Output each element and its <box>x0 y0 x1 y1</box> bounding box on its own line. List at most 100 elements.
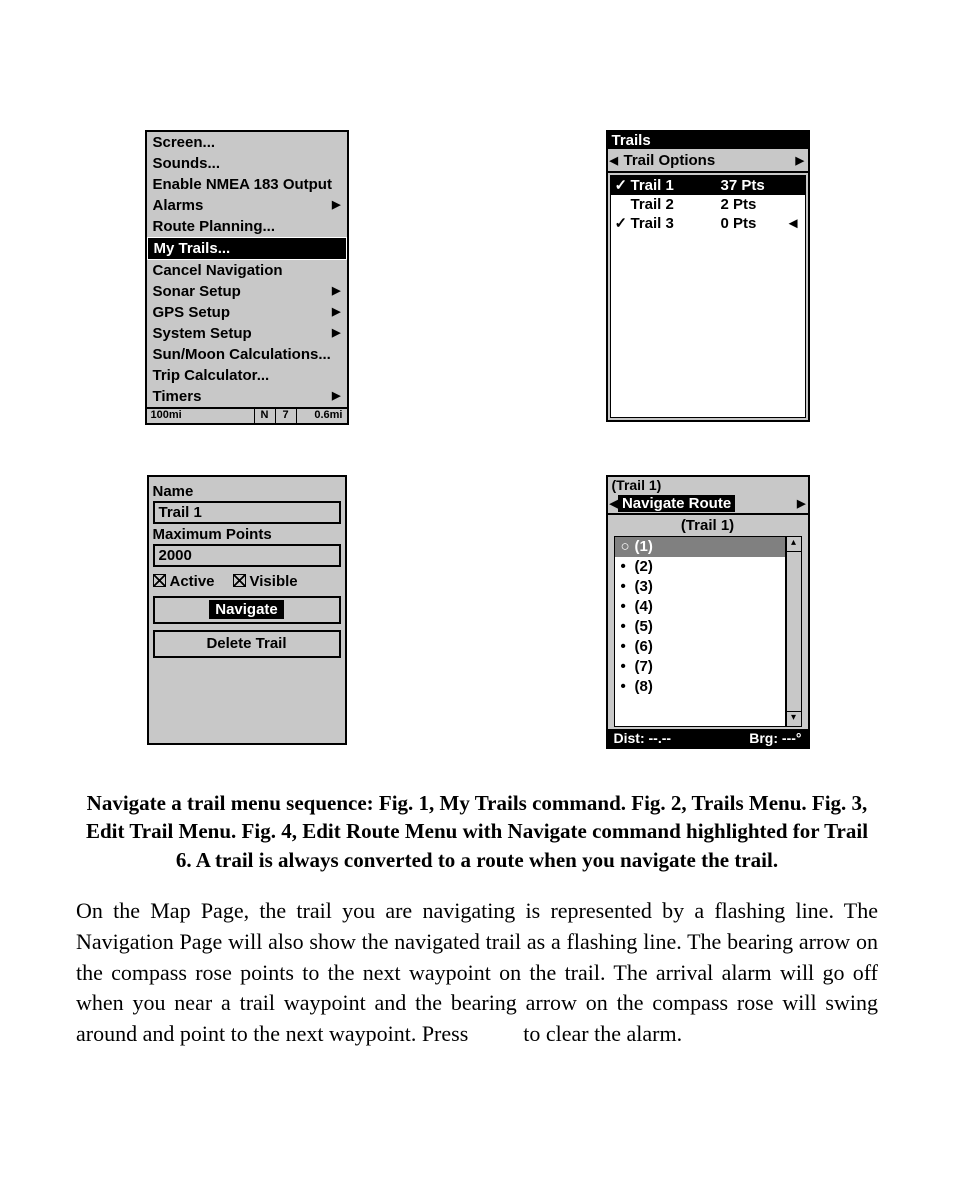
menu-item[interactable]: Sounds... <box>147 153 347 174</box>
name-field[interactable]: Trail 1 <box>153 501 341 524</box>
waypoint-number: (1) <box>635 538 653 555</box>
trail-name: Trail 2 <box>631 195 721 214</box>
body-paragraph: On the Map Page, the trail you are navig… <box>76 896 878 1050</box>
delete-trail-button[interactable]: Delete Trail <box>153 630 341 658</box>
right-arrow-icon[interactable]: ▶ <box>797 497 805 510</box>
check-icon <box>615 195 631 214</box>
trail-pts: 0 Pts <box>721 214 781 233</box>
menu-item[interactable]: Timers▶ <box>147 386 347 407</box>
visible-checkbox[interactable]: Visible <box>233 573 298 590</box>
menu-item-label: Trip Calculator... <box>153 366 270 385</box>
waypoint-row[interactable]: •(8) <box>615 677 785 697</box>
dist-readout: Dist: --.-- <box>614 730 672 746</box>
menu-item[interactable]: Sun/Moon Calculations... <box>147 344 347 365</box>
waypoint-dot-icon: • <box>621 577 635 597</box>
submenu-arrow-icon: ▶ <box>332 303 340 322</box>
menu-item[interactable]: Alarms ▶ <box>147 195 347 216</box>
navigate-route-label: Navigate Route <box>618 495 735 512</box>
menu-item[interactable]: Sonar Setup ▶ <box>147 281 347 302</box>
route-subtitle: (Trail 1) <box>608 515 808 536</box>
menu-item-label: Sounds... <box>153 154 221 173</box>
waypoint-row[interactable]: •(7) <box>615 657 785 677</box>
trail-options-bar[interactable]: ◀ Trail Options ▶ <box>608 149 808 173</box>
fig4-navigate-route: (Trail 1) ◀ Navigate Route ▶ (Trail 1) ○… <box>606 475 810 749</box>
menu-item-label: Sun/Moon Calculations... <box>153 345 331 364</box>
check-icon: ✓ <box>615 214 631 233</box>
trail-row[interactable]: ✓Trail 30 Pts◄ <box>611 214 805 233</box>
waypoint-list[interactable]: ○(1)•(2)•(3)•(4)•(5)•(6)•(7)•(8) <box>614 536 786 727</box>
waypoint-dot-icon: ○ <box>621 537 635 557</box>
fig4-title: (Trail 1) <box>608 477 808 493</box>
menu-item-label: GPS Setup <box>153 303 231 322</box>
waypoint-number: (4) <box>635 598 653 615</box>
menu-item[interactable]: GPS Setup ▶ <box>147 302 347 323</box>
name-label: Name <box>153 483 341 500</box>
scroll-up-icon[interactable]: ▴ <box>787 537 801 552</box>
waypoint-row[interactable]: •(2) <box>615 557 785 577</box>
trail-pts: 37 Pts <box>721 176 781 195</box>
scroll-down-icon[interactable]: ▾ <box>787 711 801 726</box>
left-arrow-icon[interactable]: ◀ <box>610 154 620 167</box>
menu-item-label: Cancel Navigation <box>153 261 283 280</box>
menu-item[interactable]: System Setup ▶ <box>147 323 347 344</box>
waypoint-row[interactable]: •(6) <box>615 637 785 657</box>
scroll-track[interactable] <box>787 552 801 711</box>
menu-item[interactable]: Screen... <box>147 132 347 153</box>
menu-item-label: System Setup <box>153 324 252 343</box>
fig1-status-bar: 100mi N 7 0.6mi <box>147 407 347 423</box>
menu-item[interactable]: Route Planning... <box>147 216 347 237</box>
submenu-arrow-icon: ▶ <box>332 282 340 301</box>
waypoint-row[interactable]: •(5) <box>615 617 785 637</box>
waypoint-number: (5) <box>635 618 653 635</box>
max-points-field[interactable]: 2000 <box>153 544 341 567</box>
left-arrow-icon[interactable]: ◀ <box>610 497 618 510</box>
waypoint-number: (7) <box>635 658 653 675</box>
menu-item[interactable]: My Trails... <box>147 237 347 260</box>
waypoint-row[interactable]: ○(1) <box>615 537 785 557</box>
trail-name: Trail 1 <box>631 176 721 195</box>
cursor-arrow-icon <box>781 195 801 214</box>
menu-item-label: Screen... <box>153 133 216 152</box>
menu-item-label: Enable NMEA 183 Output <box>153 175 332 194</box>
waypoint-dot-icon: • <box>621 597 635 617</box>
figure-caption: Navigate a trail menu sequence: Fig. 1, … <box>76 789 878 874</box>
waypoint-row[interactable]: •(3) <box>615 577 785 597</box>
navigate-button[interactable]: Navigate <box>153 596 341 624</box>
cursor-arrow-icon: ◄ <box>781 214 801 233</box>
submenu-arrow-icon: ▶ <box>332 196 340 215</box>
waypoint-dot-icon: • <box>621 657 635 677</box>
waypoint-dot-icon: • <box>621 557 635 577</box>
fig2-title: Trails <box>608 132 808 149</box>
trail-row[interactable]: Trail 22 Pts <box>611 195 805 214</box>
trail-row[interactable]: ✓Trail 137 Pts <box>611 176 805 195</box>
fig1-menu: Screen... Sounds... Enable NMEA 183 Output… <box>145 130 349 425</box>
fig3-edit-trail: Name Trail 1 Maximum Points 2000 Active … <box>147 475 347 745</box>
status-seg3: 7 <box>276 409 297 423</box>
scrollbar[interactable]: ▴ ▾ <box>786 536 802 727</box>
active-checkbox[interactable]: Active <box>153 573 215 590</box>
brg-readout: Brg: ---° <box>749 730 801 746</box>
waypoint-dot-icon: • <box>621 617 635 637</box>
waypoint-dot-icon: • <box>621 637 635 657</box>
trails-list[interactable]: ✓Trail 137 Pts Trail 22 Pts✓Trail 30 Pts… <box>610 175 806 418</box>
waypoint-number: (6) <box>635 638 653 655</box>
right-arrow-icon[interactable]: ▶ <box>796 154 806 167</box>
submenu-arrow-icon: ▶ <box>332 324 340 343</box>
waypoint-row[interactable]: •(4) <box>615 597 785 617</box>
menu-item[interactable]: Trip Calculator... <box>147 365 347 386</box>
menu-item[interactable]: Enable NMEA 183 Output <box>147 174 347 195</box>
menu-item-label: Sonar Setup <box>153 282 241 301</box>
trail-name: Trail 3 <box>631 214 721 233</box>
navigate-route-bar[interactable]: ◀ Navigate Route ▶ <box>608 493 808 515</box>
status-seg2: N <box>255 409 276 423</box>
status-zoom: 100mi <box>147 409 255 423</box>
menu-item-label: Route Planning... <box>153 217 276 236</box>
trail-options-label: Trail Options <box>620 152 796 169</box>
fig4-status-bar: Dist: --.-- Brg: ---° <box>608 729 808 747</box>
menu-item[interactable]: Cancel Navigation <box>147 260 347 281</box>
menu-item-label: My Trails... <box>154 239 231 258</box>
trail-pts: 2 Pts <box>721 195 781 214</box>
waypoint-number: (3) <box>635 578 653 595</box>
menu-item-label: Alarms <box>153 196 204 215</box>
waypoint-number: (8) <box>635 678 653 695</box>
